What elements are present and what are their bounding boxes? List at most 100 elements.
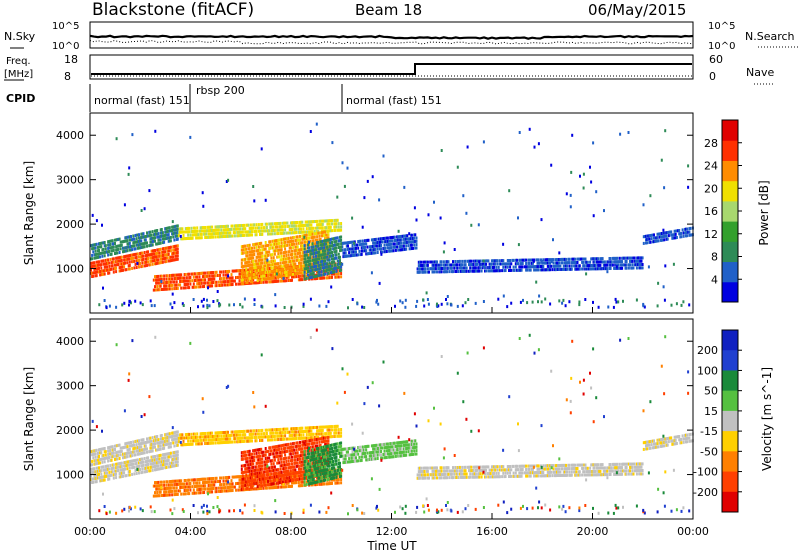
power-cell — [284, 228, 286, 231]
velocity-cell — [336, 432, 338, 435]
power-cell — [141, 262, 143, 265]
power-cell — [168, 253, 170, 256]
beam-title: Beam 18 — [355, 1, 422, 19]
power-cell — [262, 245, 264, 248]
power-cell — [571, 264, 573, 267]
power-cell — [281, 272, 283, 275]
velocity-cell — [167, 480, 169, 483]
power-cell — [211, 284, 213, 287]
power-cell — [565, 258, 567, 261]
velocity-cell — [244, 433, 246, 436]
power-cell — [329, 258, 331, 261]
power-cell — [401, 242, 403, 245]
power-cell — [631, 263, 633, 266]
velocity-cell — [99, 461, 101, 464]
velocity-cell — [154, 446, 156, 449]
power-cell — [306, 254, 308, 257]
power-cell — [273, 276, 275, 279]
power-cell — [251, 234, 253, 237]
power-cell — [298, 259, 300, 262]
power-cell — [163, 278, 165, 281]
velocity-cell — [141, 458, 143, 461]
power-cell — [341, 263, 343, 266]
velocity-cell — [296, 434, 298, 437]
power-cell — [177, 224, 179, 227]
power-cell — [217, 299, 219, 302]
power-cell — [188, 286, 190, 289]
power-cell — [116, 137, 118, 140]
power-cell — [413, 237, 415, 240]
power-cell — [621, 267, 623, 270]
power-cell — [138, 259, 140, 262]
power-cell — [133, 238, 135, 241]
power-cell — [96, 243, 98, 246]
power-cell — [667, 238, 669, 241]
velocity-cell — [138, 472, 140, 475]
velocity-cell — [168, 459, 170, 462]
power-cell — [456, 270, 458, 273]
power-cell — [483, 300, 485, 303]
power-cell — [201, 282, 203, 285]
power-cell — [642, 256, 644, 259]
power-cell — [123, 302, 125, 305]
power-cell — [292, 246, 294, 249]
power-cell — [427, 261, 429, 264]
power-cell — [281, 265, 283, 268]
power-cell — [212, 236, 214, 239]
power-cell — [253, 246, 255, 249]
power-cell — [446, 264, 448, 267]
nsearch-label: N.Search — [745, 30, 795, 43]
velocity-cell — [98, 473, 100, 476]
power-cell — [473, 263, 475, 266]
power-cell — [530, 269, 532, 272]
power-cell — [123, 265, 125, 268]
power-cell — [465, 301, 467, 304]
power-cell — [173, 280, 175, 283]
power-cell — [144, 251, 146, 254]
power-cell — [224, 277, 226, 280]
power-cell — [581, 268, 583, 271]
power-cell — [441, 260, 443, 263]
power-cell — [478, 223, 480, 226]
velocity-cell — [117, 469, 119, 472]
power-cell — [156, 229, 158, 232]
nsky-tick-high: 10^5 — [52, 21, 79, 32]
power-cell — [170, 236, 172, 239]
power-cell — [525, 259, 527, 262]
power-cell — [307, 273, 309, 276]
power-cell — [467, 298, 469, 301]
velocity-cell — [113, 467, 115, 470]
power-cell — [192, 237, 194, 240]
power-cell — [300, 228, 302, 231]
power-cell — [509, 259, 511, 262]
power-cell — [197, 305, 199, 308]
power-cell — [196, 230, 198, 233]
power-cell — [129, 264, 131, 267]
power-cell — [657, 282, 659, 285]
power-scatter-cells — [90, 123, 694, 310]
power-cell — [253, 223, 255, 226]
power-cell — [154, 249, 156, 252]
power-cell — [331, 141, 333, 144]
velocity-cell — [330, 432, 332, 435]
power-cell — [514, 269, 516, 272]
power-cell — [520, 301, 522, 304]
velocity-cell — [105, 453, 107, 456]
power-cell — [365, 242, 367, 245]
power-cell — [304, 274, 306, 277]
power-cell — [260, 275, 262, 278]
velocity-cell — [177, 434, 179, 437]
power-cell — [340, 242, 342, 245]
velocity-cell — [165, 466, 167, 469]
power-cell — [398, 230, 400, 233]
velocity-cell — [300, 434, 302, 437]
power-cell — [485, 269, 487, 272]
velocity-cell — [280, 428, 282, 431]
power-cell — [274, 253, 276, 256]
power-cell — [393, 249, 395, 252]
power-cell — [356, 302, 358, 305]
power-cell — [615, 301, 617, 304]
power-cell — [312, 233, 314, 236]
power-cell — [361, 306, 363, 309]
